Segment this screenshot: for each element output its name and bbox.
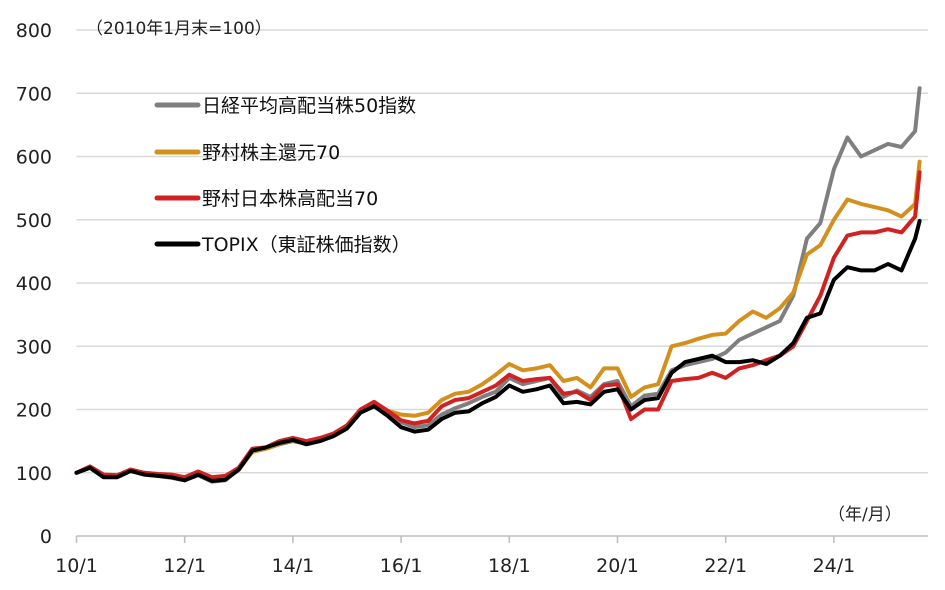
legend-label: 野村日本株高配当70 — [202, 188, 378, 210]
axes: 0 100 200 300 400 500 600 700 800 10/1 12/1 14/1 16/… — [16, 20, 928, 577]
legend-label: TOPIX（東証株価指数） — [201, 234, 411, 256]
y-tick-label: 500 — [16, 210, 52, 232]
series-line-3 — [74, 219, 922, 483]
x-tick-label: 12/1 — [163, 555, 206, 577]
y-tick-label: 200 — [16, 400, 52, 422]
series-lines — [74, 86, 922, 484]
y-tick-label: 800 — [16, 20, 52, 42]
base-annotation: （2010年1月末=100） — [86, 19, 272, 39]
y-tick-label: 600 — [16, 147, 52, 169]
x-tick-label: 20/1 — [596, 555, 639, 577]
y-tick-label: 300 — [16, 336, 52, 358]
y-tick-label: 400 — [16, 273, 52, 295]
y-tick-label: 0 — [40, 526, 52, 548]
x-tick-label: 10/1 — [55, 555, 98, 577]
legend-label: 野村株主還元70 — [202, 142, 340, 164]
x-tick-label: 16/1 — [380, 555, 423, 577]
x-tick-label: 18/1 — [488, 555, 531, 577]
x-tick-label: 24/1 — [813, 555, 856, 577]
x-tick-label: 14/1 — [272, 555, 315, 577]
x-tick-label: 22/1 — [704, 555, 747, 577]
y-tick-label: 700 — [16, 83, 52, 105]
y-tick-label: 100 — [16, 463, 52, 485]
legend-label: 日経平均高配当株50指数 — [202, 95, 416, 117]
gridlines — [76, 29, 928, 474]
x-axis-unit-label: （年/月） — [828, 505, 902, 525]
series-line-2 — [74, 170, 922, 480]
